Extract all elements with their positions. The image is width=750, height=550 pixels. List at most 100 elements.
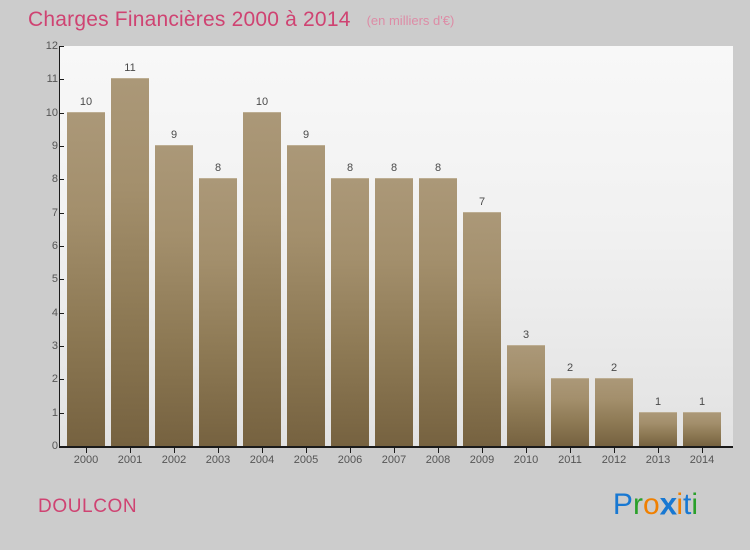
bar[interactable] [331,178,369,446]
x-axis-tick-label: 2005 [293,454,319,466]
y-axis-tick-mark [60,279,64,280]
x-axis-tick-label: 2004 [249,454,275,466]
bar-value-label: 9 [170,129,178,141]
x-axis-tick-label: 2013 [645,454,671,466]
y-axis-tick-mark [60,379,64,380]
y-axis-labels: 0 1 2 3 4 5 6 7 8 9 10 11 12 [34,40,58,452]
place-name-label: DOULCON [38,496,138,517]
x-axis-tick-label: 2002 [161,454,187,466]
logo-letter: i [676,488,683,521]
page-title: Charges Financières 2000 à 2014 [28,8,351,31]
bar-item[interactable]: 1 [636,46,680,446]
bar[interactable] [419,178,457,446]
bar[interactable] [639,411,677,446]
x-axis-tick-label: 2012 [601,454,627,466]
bar-item[interactable]: 10 [64,46,108,446]
bar[interactable] [287,145,325,446]
bar[interactable] [463,211,501,446]
chart-plot: 0 1 2 3 4 5 6 7 8 9 10 11 12 10 11 9 8 10 9 8 8 8 7 3 2 2 1 1 2000… [34,40,734,466]
x-axis-tick-mark [482,448,483,453]
bar-item[interactable]: 9 [284,46,328,446]
logo-letter: t [682,488,692,521]
chart-footer: DOULCON Proxiti [0,486,750,550]
bar-value-label: 10 [79,95,93,108]
logo-letter: o [642,488,660,521]
bar-item[interactable]: 1 [680,46,724,446]
bar[interactable] [243,111,281,446]
x-axis-tick-mark [350,448,351,453]
bar[interactable] [551,378,589,446]
x-axis-tick-mark [526,448,527,453]
bar-item[interactable]: 9 [152,46,196,446]
bar[interactable] [199,178,237,446]
x-axis-tick-mark [570,448,571,453]
y-axis-tick-mark [60,179,64,180]
x-axis-line [59,446,733,448]
y-axis-tick-label: 6 [51,240,58,252]
x-axis-tick-label: 2008 [425,454,451,466]
y-axis-tick-label: 4 [51,306,58,319]
y-axis-tick-mark [60,246,64,247]
bar-item[interactable]: 8 [196,46,240,446]
proxiti-logo[interactable]: Proxiti [613,487,698,522]
y-axis-tick-mark [60,146,64,147]
y-axis-tick-mark [60,413,64,414]
bar-item[interactable]: 2 [548,46,592,446]
x-axis-labels: 2000 2001 2002 2003 2004 2005 2006 2007 2008 2009… [60,454,733,476]
x-axis-tick-label: 2014 [689,454,715,466]
bar[interactable] [683,411,721,446]
y-axis-tick-label: 10 [45,106,58,119]
bar-value-label: 1 [654,395,662,408]
y-axis-tick-label: 0 [51,440,58,452]
y-axis-tick-mark [60,313,64,314]
logo-letter: i [691,488,698,521]
bar-item[interactable]: 8 [372,46,416,446]
x-axis-tick-mark [218,448,219,453]
bar-value-label: 7 [478,195,486,208]
y-axis-tick-label: 11 [46,73,58,86]
bar-item[interactable]: 3 [504,46,548,446]
y-axis-tick-mark [60,346,64,347]
x-axis-tick-label: 2009 [469,454,495,466]
bar-value-label: 11 [124,62,136,75]
bar-value-label: 8 [390,162,398,175]
x-axis-tick-label: 2003 [205,454,231,466]
bar-value-label: 1 [698,395,706,408]
bar-item[interactable]: 2 [592,46,636,446]
bar-value-label: 10 [255,95,269,108]
bar-value-label: 8 [214,162,222,175]
bar-item[interactable]: 8 [328,46,372,446]
x-axis-tick-mark [174,448,175,453]
bar-value-label: 3 [522,329,530,341]
bar-value-label: 8 [434,162,442,175]
bar[interactable] [595,378,633,446]
bar-value-label: 2 [610,362,618,375]
x-axis-tick-mark [86,448,87,453]
y-axis-tick-label: 2 [51,373,58,386]
x-axis-tick-mark [262,448,263,453]
bar-item[interactable]: 10 [240,46,284,446]
y-axis-tick-mark [60,113,64,114]
y-axis-tick-label: 5 [51,273,58,286]
y-axis-tick-label: 8 [51,173,58,186]
bar-series: 10 11 9 8 10 9 8 8 8 7 3 2 2 1 1 [60,46,733,446]
x-axis-tick-label: 2001 [117,454,143,466]
x-axis-tick-label: 2007 [381,454,407,466]
x-axis-tick-label: 2010 [513,454,539,466]
chart-header: Charges Financières 2000 à 2014 (en mill… [0,0,750,40]
x-axis-tick-mark [130,448,131,453]
bar[interactable] [375,178,413,446]
bar-value-label: 9 [302,129,310,141]
bar[interactable] [67,111,105,446]
x-axis-tick-mark [658,448,659,453]
x-axis-tick-label: 2011 [558,454,582,466]
bar-item[interactable]: 11 [108,46,152,446]
x-axis-tick-mark [306,448,307,453]
y-axis-tick-label: 1 [51,406,58,419]
bar[interactable] [155,145,193,446]
bar-item[interactable]: 7 [460,46,504,446]
bar[interactable] [111,78,149,446]
bar[interactable] [507,345,545,446]
bar-item[interactable]: 8 [416,46,460,446]
